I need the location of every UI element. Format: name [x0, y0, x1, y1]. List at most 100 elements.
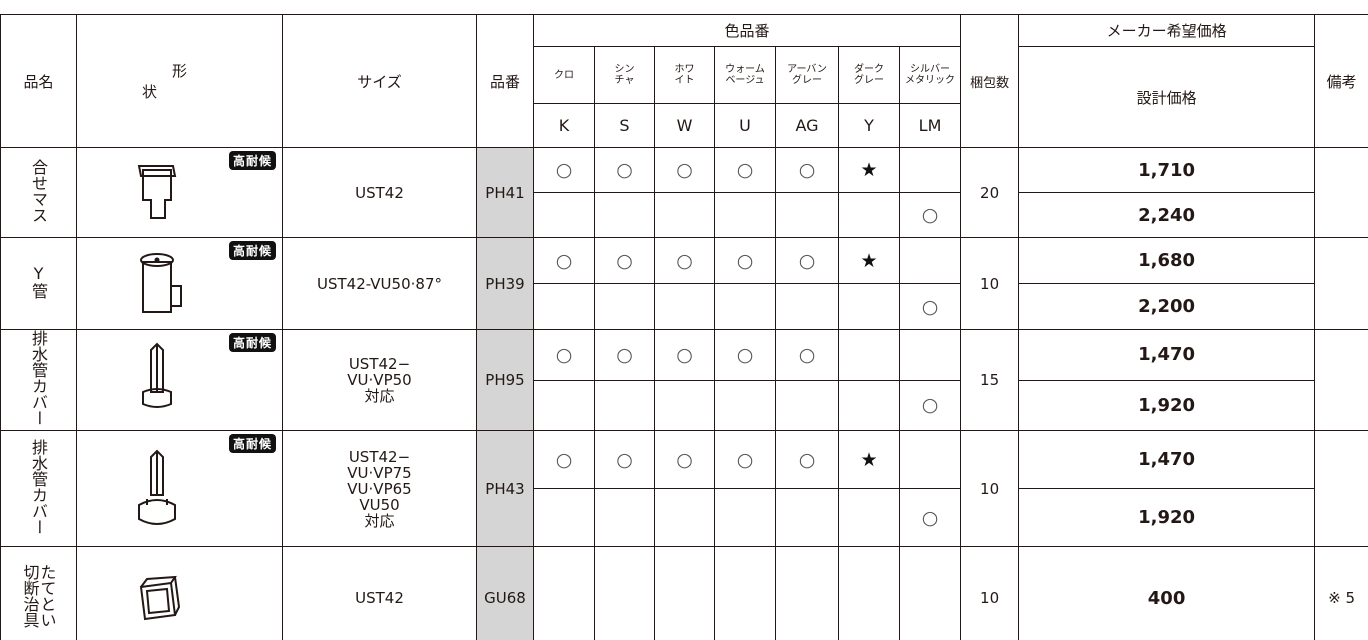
note-cell	[1314, 237, 1368, 330]
product-name-text-line: 合せマス	[29, 158, 48, 223]
size-text-line: VU·VP75	[347, 463, 412, 482]
header-color-code: U	[714, 103, 776, 148]
color-name-line: チャ	[614, 75, 635, 86]
color-cell: ○	[898, 379, 962, 431]
color-cell	[838, 192, 900, 238]
size-text-line: UST42	[355, 183, 404, 202]
color-name: クロ	[534, 70, 594, 81]
header-price: 設計価格	[1018, 46, 1316, 148]
color-cell	[714, 546, 776, 640]
size-text: UST42	[283, 185, 476, 201]
header-name: 品名	[0, 14, 77, 148]
code-cell: GU68	[476, 546, 534, 640]
header-color-group: 色品番	[532, 14, 962, 47]
color-cell: ★	[838, 237, 900, 284]
color-cell: ○	[898, 488, 962, 547]
price-cell: 1,920	[1018, 379, 1316, 431]
color-cell: ○	[714, 237, 776, 284]
header-color-code: W	[654, 103, 715, 148]
color-cell	[533, 546, 595, 640]
color-cell	[654, 379, 715, 431]
product-name-text-line: 切断治具	[20, 564, 40, 628]
price-cell: 1,920	[1018, 488, 1316, 547]
table-row: 品名 形状 サイズ 品番 色品番 梱包数 メーカー希望価格 備考	[0, 14, 1368, 148]
color-cell	[533, 192, 595, 238]
table-row: たてとい 切断治具 UST42 GU68 10 400 ※ 5	[0, 546, 1368, 640]
size-cell: UST42	[282, 147, 477, 238]
table-row: Y管 高耐候 UST42-VU50·87° PH39 ○ ○ ○ ○ ○ ★ 10 1,680	[0, 237, 1368, 330]
header-price-group: メーカー希望価格	[1018, 14, 1316, 47]
header-color-name: ホワ イト	[654, 46, 715, 104]
size-text-line: UST42	[355, 589, 404, 607]
product-name-text-line: 排水管カバー	[29, 438, 48, 535]
size-cell: UST42− VU·VP50 対応	[282, 329, 477, 431]
product-name-text: 排水管カバー	[29, 438, 48, 535]
product-name: 排水管カバー	[0, 430, 77, 547]
header-color-name: クロ	[533, 46, 595, 104]
header-code: 品番	[476, 14, 534, 148]
color-cell	[775, 192, 839, 238]
color-name-line: グレー	[854, 75, 884, 86]
color-cell	[594, 546, 655, 640]
header-color-name: シン チャ	[594, 46, 655, 104]
product-name-text-line: Y管	[29, 264, 48, 299]
color-cell	[898, 329, 962, 381]
color-name: シン チャ	[595, 64, 654, 86]
color-cell	[838, 329, 900, 381]
color-cell: ○	[594, 430, 655, 489]
product-name-text: たてとい 切断治具	[20, 564, 57, 628]
color-cell	[838, 488, 900, 547]
pack-cell: 10	[960, 546, 1020, 640]
shape-cell: 高耐候	[76, 147, 283, 238]
note-cell	[1314, 147, 1368, 238]
header-color-code: LM	[898, 103, 962, 148]
product-name: 合せマス	[0, 147, 77, 238]
color-cell	[838, 379, 900, 431]
color-cell: ○	[714, 329, 776, 381]
badge: 高耐候	[228, 333, 276, 352]
shape-icon	[137, 165, 177, 219]
header-pack: 梱包数	[960, 14, 1020, 148]
price-cell: 400	[1018, 546, 1316, 640]
product-name: Y管	[0, 237, 77, 330]
size-cell: UST42-VU50·87°	[282, 237, 477, 330]
shape-cell: 高耐候	[76, 237, 283, 330]
color-cell	[898, 147, 962, 193]
size-text-line: VU50	[359, 495, 400, 514]
size-text: UST42− VU·VP75 VU·VP65 VU50 対応	[283, 449, 476, 529]
price-cell: 1,470	[1018, 329, 1316, 381]
color-cell	[533, 488, 595, 547]
color-cell: ○	[594, 237, 655, 284]
table-row: ○ 1,920	[1, 488, 1368, 547]
header-color-code: Y	[838, 103, 900, 148]
color-cell	[654, 546, 715, 640]
shape-icon	[138, 449, 176, 525]
color-name: ホワ イト	[655, 64, 714, 86]
color-cell	[775, 379, 839, 431]
code-cell: PH43	[476, 430, 534, 547]
size-text-line: 対応	[364, 387, 395, 405]
color-name-line: メタリック	[905, 75, 956, 86]
price-cell: 1,470	[1018, 430, 1316, 489]
color-name-line: クロ	[554, 69, 574, 81]
color-cell	[775, 488, 839, 547]
product-name-text: 排水管カバー	[29, 330, 48, 426]
price-cell: 2,240	[1018, 192, 1316, 238]
header-color-code: AG	[775, 103, 839, 148]
size-text: UST42− VU·VP50 対応	[283, 356, 476, 404]
note-cell: ※ 5	[1314, 546, 1368, 640]
color-name-line: ウォーム	[725, 64, 765, 75]
badge: 高耐候	[228, 434, 276, 453]
table-row: ○ 2,240	[1, 192, 1368, 238]
color-name-line: シン	[614, 64, 635, 75]
color-name-line: ベージュ	[725, 75, 765, 86]
header-color-name: シルバー メタリック	[898, 46, 962, 104]
size-cell: UST42	[282, 546, 477, 640]
product-name-text-line: 排水管カバー	[29, 330, 48, 426]
color-cell: ○	[714, 147, 776, 193]
color-cell	[594, 379, 655, 431]
color-name-line: ダーク	[854, 64, 884, 75]
size-text-line: VU·VP50	[347, 371, 412, 389]
color-cell: ○	[533, 237, 595, 284]
pack-cell: 20	[960, 147, 1020, 238]
